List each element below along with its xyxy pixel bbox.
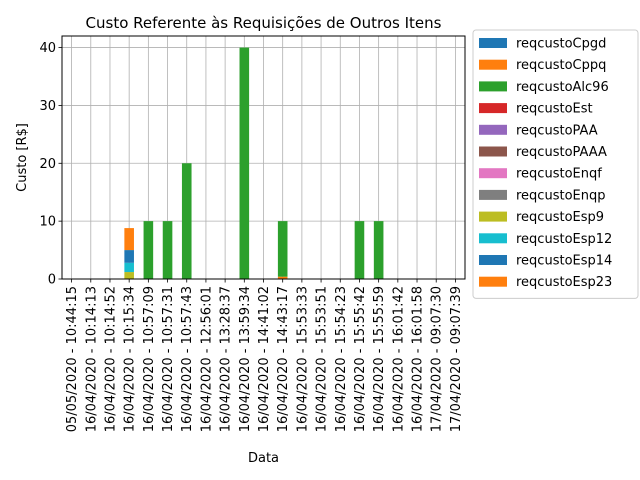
legend-label: reqcustoCppq (516, 58, 606, 73)
grid-lines (62, 36, 465, 280)
legend-swatch (479, 189, 507, 200)
legend-label: reqcustoEsp9 (516, 210, 604, 225)
legend-swatch (479, 168, 507, 179)
x-tick-label: 16/04/2020 - 15:53:33 (295, 286, 310, 432)
bar-segment (239, 47, 250, 280)
y-axis-label: Custo [R$] (15, 123, 30, 192)
x-tick-label: 17/04/2020 - 09:07:39 (449, 286, 464, 432)
legend-label: reqcustoEsp12 (516, 232, 612, 247)
legend-swatch (479, 59, 507, 70)
bar-segment (124, 228, 134, 251)
legend-swatch (479, 211, 507, 222)
bar-segment (373, 221, 384, 279)
x-tick-label: 16/04/2020 - 14:41:02 (257, 286, 272, 432)
x-tick-label: 16/04/2020 - 15:53:51 (315, 286, 330, 432)
legend-label: reqcustoPAAA (516, 145, 607, 160)
x-tick-label: 16/04/2020 - 14:43:17 (276, 286, 291, 432)
legend-label: reqcustoEst (516, 102, 593, 117)
x-tick-label: 16/04/2020 - 15:54:23 (334, 286, 349, 432)
y-tick-label: 40 (39, 41, 56, 56)
x-tick-label: 16/04/2020 - 12:56:01 (199, 286, 214, 432)
legend-swatch (479, 276, 507, 287)
legend-swatch (479, 81, 507, 92)
legend-swatch (479, 124, 507, 135)
y-axis: 0 10 20 30 40 (39, 41, 62, 288)
x-tick-label: 16/04/2020 - 15:55:59 (372, 286, 387, 432)
x-axis: 05/05/2020 - 10:44:15 16/04/2020 - 10:14:… (65, 279, 464, 432)
chart-title: Custo Referente às Requisições de Outros… (86, 14, 442, 32)
x-tick-label: 16/04/2020 - 10:15:34 (123, 286, 138, 432)
legend-swatch (479, 233, 507, 244)
legend-swatch (479, 103, 507, 114)
y-tick-label: 30 (39, 99, 56, 114)
bar-segment (124, 250, 134, 263)
x-tick-label: 16/04/2020 - 16:01:42 (391, 286, 406, 432)
legend-box (472, 29, 639, 299)
x-tick-label: 16/04/2020 - 10:14:13 (84, 286, 99, 432)
legend-label: reqcustoEnqf (516, 167, 602, 182)
bar-segment (124, 272, 134, 279)
x-tick-label: 05/05/2020 - 10:44:15 (65, 286, 80, 432)
bar-segment (277, 276, 288, 279)
bar-segment (181, 163, 192, 279)
y-tick-label: 0 (48, 273, 56, 288)
bar-segment (354, 221, 365, 279)
legend-label: reqcustoEsp14 (516, 254, 612, 269)
x-tick-label: 17/04/2020 - 09:07:30 (430, 286, 445, 432)
y-tick-label: 10 (39, 215, 56, 230)
legend-label: reqcustoCpgd (516, 37, 606, 52)
x-tick-label: 16/04/2020 - 15:55:42 (353, 286, 368, 432)
legend-swatch (479, 38, 507, 48)
bar-segment (124, 262, 134, 273)
legend-swatch (479, 146, 507, 157)
x-tick-label: 16/04/2020 - 10:57:31 (161, 286, 176, 432)
legend-label: reqcustoPAA (516, 123, 598, 138)
x-tick-label: 16/04/2020 - 16:01:58 (411, 286, 426, 432)
x-axis-label: Data (248, 451, 279, 466)
x-tick-label: 16/04/2020 - 13:59:34 (238, 286, 253, 432)
legend-label: reqcustoAlc96 (516, 80, 609, 95)
y-tick-label: 20 (39, 157, 56, 172)
x-tick-label: 16/04/2020 - 10:57:43 (180, 286, 195, 432)
x-tick-label: 16/04/2020 - 10:14:52 (103, 286, 118, 432)
bars (124, 47, 384, 280)
x-tick-label: 16/04/2020 - 13:28:37 (219, 286, 234, 432)
legend: reqcustoCpgd reqcustoCppq reqcustoAlc96 req… (472, 29, 639, 299)
bar-segment (143, 221, 154, 279)
x-tick-label: 16/04/2020 - 10:57:09 (142, 286, 157, 432)
bar-segment (162, 221, 173, 279)
legend-label: reqcustoEsp23 (516, 275, 612, 290)
legend-label: reqcustoEnqp (516, 188, 605, 203)
bar-segment (277, 221, 288, 277)
legend-swatch (479, 255, 507, 265)
